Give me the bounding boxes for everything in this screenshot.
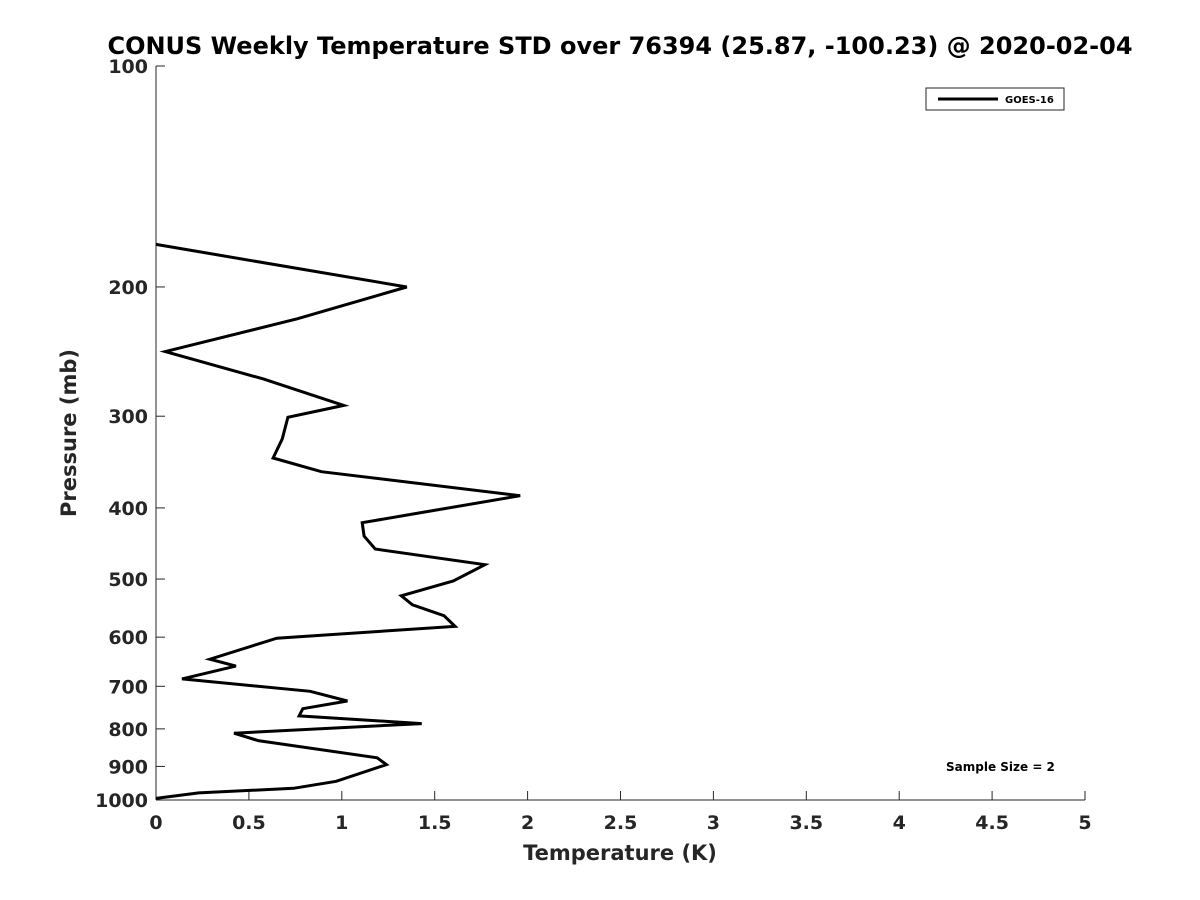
y-tick-label: 500 — [108, 569, 148, 591]
y-tick-label: 600 — [108, 627, 148, 649]
x-tick-label: 2 — [521, 812, 534, 834]
y-tick-label: 100 — [108, 56, 148, 78]
y-axis-label: Pressure (mb) — [57, 349, 81, 517]
chart-title: CONUS Weekly Temperature STD over 76394 … — [107, 32, 1132, 60]
x-tick-label: 0 — [149, 812, 162, 834]
y-tick-label: 900 — [108, 756, 148, 778]
y-tick-label: 700 — [108, 676, 148, 698]
y-tick-label: 200 — [108, 277, 148, 299]
y-tick-label: 800 — [108, 719, 148, 741]
x-axis-label: Temperature (K) — [523, 841, 717, 865]
y-tick-label: 1000 — [95, 790, 148, 812]
y-tick-label: 300 — [108, 406, 148, 428]
legend: GOES-16 — [925, 87, 1065, 111]
x-tick-label: 5 — [1078, 812, 1091, 834]
x-tick-label: 0.5 — [232, 812, 266, 834]
y-tick-label: 400 — [108, 498, 148, 520]
x-tick-label: 1.5 — [418, 812, 452, 834]
x-tick-label: 2.5 — [604, 812, 638, 834]
x-ticks: 0 0.5 1 1.5 2 2.5 3 3.5 4 4.5 5 — [149, 791, 1092, 834]
sample-size-annotation: Sample Size = 2 — [946, 760, 1055, 774]
x-tick-label: 3.5 — [789, 812, 823, 834]
y-ticks: 100 200 300 400 500 600 700 800 900 1000 — [95, 56, 165, 812]
x-tick-label: 4.5 — [975, 812, 1009, 834]
x-tick-label: 1 — [335, 812, 348, 834]
x-tick-label: 4 — [893, 812, 906, 834]
legend-label: GOES-16 — [1005, 95, 1054, 106]
series-line-goes-16 — [155, 242, 521, 800]
x-tick-label: 3 — [707, 812, 720, 834]
